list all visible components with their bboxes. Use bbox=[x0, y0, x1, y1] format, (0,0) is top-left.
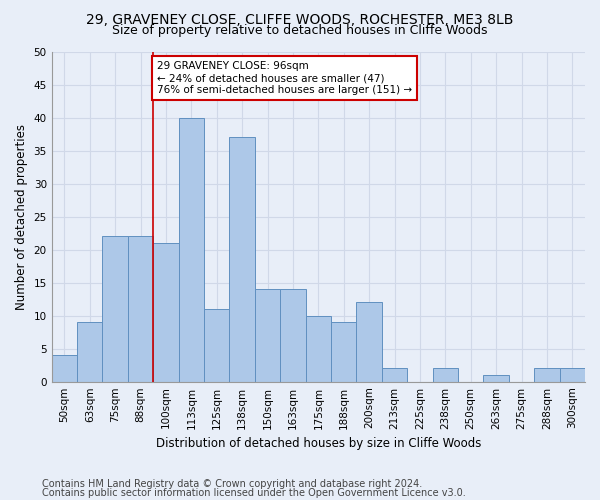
X-axis label: Distribution of detached houses by size in Cliffe Woods: Distribution of detached houses by size … bbox=[155, 437, 481, 450]
Bar bbox=[560, 368, 585, 382]
Bar bbox=[229, 138, 255, 382]
Text: Contains public sector information licensed under the Open Government Licence v3: Contains public sector information licen… bbox=[42, 488, 466, 498]
Bar bbox=[484, 375, 509, 382]
Bar bbox=[103, 236, 128, 382]
Bar bbox=[305, 316, 331, 382]
Y-axis label: Number of detached properties: Number of detached properties bbox=[15, 124, 28, 310]
Bar bbox=[433, 368, 458, 382]
Bar bbox=[280, 289, 305, 382]
Bar bbox=[356, 302, 382, 382]
Text: Contains HM Land Registry data © Crown copyright and database right 2024.: Contains HM Land Registry data © Crown c… bbox=[42, 479, 422, 489]
Bar bbox=[52, 356, 77, 382]
Text: Size of property relative to detached houses in Cliffe Woods: Size of property relative to detached ho… bbox=[112, 24, 488, 37]
Text: 29, GRAVENEY CLOSE, CLIFFE WOODS, ROCHESTER, ME3 8LB: 29, GRAVENEY CLOSE, CLIFFE WOODS, ROCHES… bbox=[86, 12, 514, 26]
Bar bbox=[204, 309, 229, 382]
Bar bbox=[534, 368, 560, 382]
Bar bbox=[255, 289, 280, 382]
Bar bbox=[331, 322, 356, 382]
Bar bbox=[179, 118, 204, 382]
Text: 29 GRAVENEY CLOSE: 96sqm
← 24% of detached houses are smaller (47)
76% of semi-d: 29 GRAVENEY CLOSE: 96sqm ← 24% of detach… bbox=[157, 62, 412, 94]
Bar bbox=[382, 368, 407, 382]
Bar bbox=[77, 322, 103, 382]
Bar bbox=[153, 243, 179, 382]
Bar bbox=[128, 236, 153, 382]
